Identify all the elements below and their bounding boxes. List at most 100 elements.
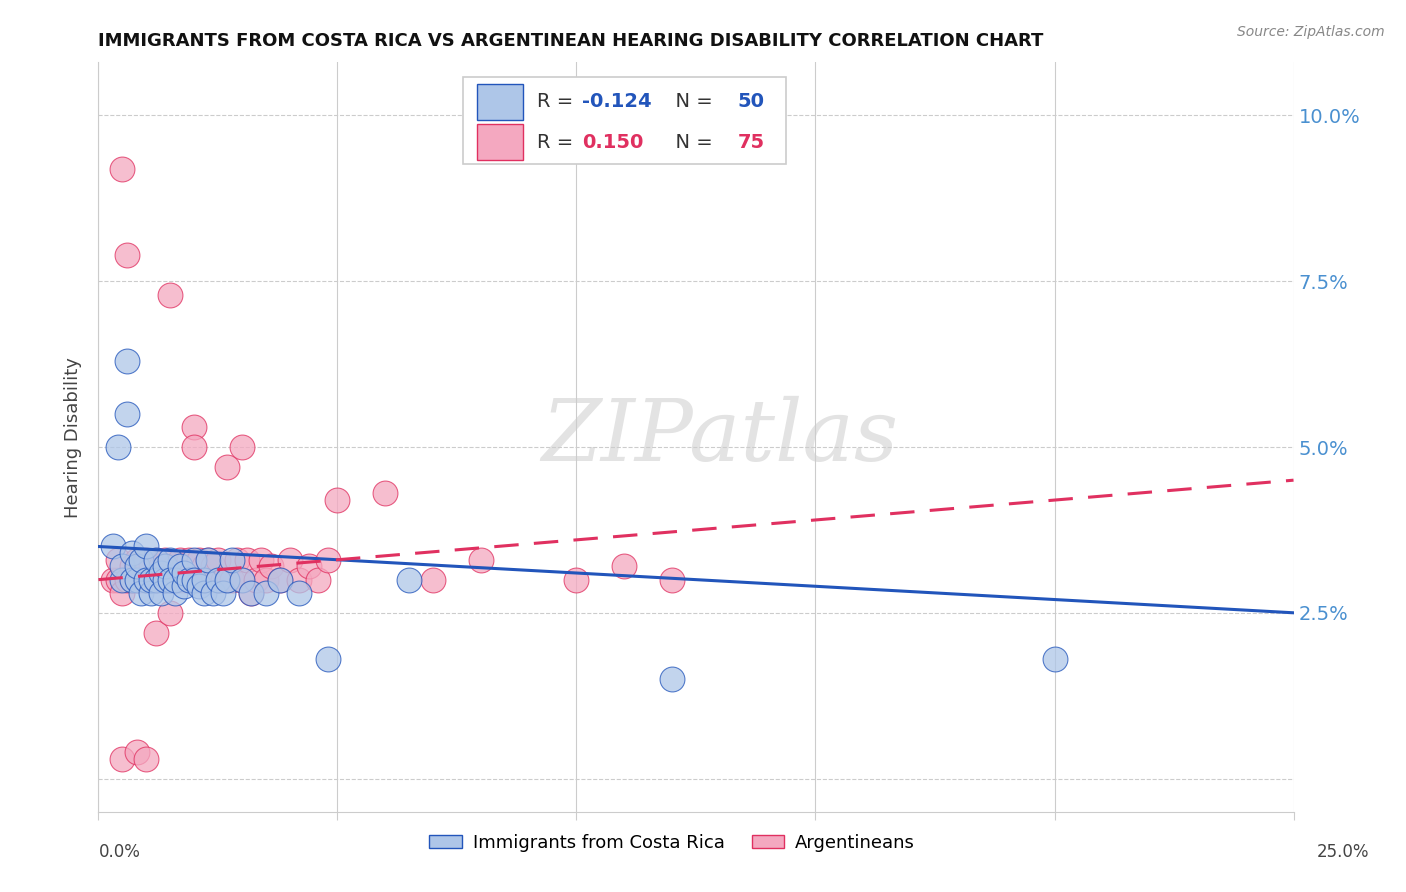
- Legend: Immigrants from Costa Rica, Argentineans: Immigrants from Costa Rica, Argentineans: [422, 827, 922, 859]
- Point: [125, 573, 148, 587]
- Text: N =: N =: [662, 92, 718, 111]
- FancyBboxPatch shape: [477, 124, 523, 160]
- Point: [316, 553, 339, 567]
- Point: [145, 553, 167, 567]
- Point: [149, 573, 172, 587]
- Point: [159, 606, 181, 620]
- Point: [163, 586, 186, 600]
- Point: [298, 559, 321, 574]
- Point: [193, 573, 215, 587]
- Point: [139, 559, 162, 574]
- Point: [187, 579, 209, 593]
- Point: [207, 553, 229, 567]
- Point: [202, 573, 225, 587]
- Text: 0.150: 0.150: [582, 133, 644, 152]
- Point: [111, 559, 134, 574]
- Point: [307, 573, 329, 587]
- Point: [159, 573, 181, 587]
- Point: [326, 493, 349, 508]
- Point: [422, 573, 444, 587]
- Point: [288, 586, 311, 600]
- Text: 0.0%: 0.0%: [98, 843, 141, 861]
- Point: [398, 573, 420, 587]
- Point: [111, 752, 134, 766]
- Point: [159, 287, 181, 301]
- Point: [197, 553, 219, 567]
- Point: [135, 553, 157, 567]
- Point: [470, 553, 492, 567]
- Point: [1043, 652, 1066, 666]
- Point: [169, 573, 191, 587]
- Point: [111, 573, 134, 587]
- Point: [115, 248, 138, 262]
- Point: [288, 573, 311, 587]
- Point: [155, 553, 177, 567]
- Point: [163, 573, 186, 587]
- Point: [121, 573, 143, 587]
- Point: [111, 161, 134, 176]
- Point: [135, 752, 157, 766]
- FancyBboxPatch shape: [477, 84, 523, 120]
- Point: [101, 573, 124, 587]
- Point: [259, 559, 281, 574]
- Text: N =: N =: [662, 133, 718, 152]
- Point: [131, 559, 153, 574]
- Point: [163, 573, 186, 587]
- Point: [269, 573, 291, 587]
- Point: [145, 573, 167, 587]
- Point: [269, 573, 291, 587]
- Text: -0.124: -0.124: [582, 92, 652, 111]
- Point: [121, 559, 143, 574]
- Point: [207, 573, 229, 587]
- Point: [155, 559, 177, 574]
- Point: [135, 573, 157, 587]
- Point: [231, 573, 253, 587]
- Point: [145, 573, 167, 587]
- Text: R =: R =: [537, 92, 579, 111]
- Point: [187, 553, 209, 567]
- Point: [250, 553, 273, 567]
- Point: [183, 420, 205, 434]
- Point: [211, 573, 233, 587]
- Point: [217, 459, 239, 474]
- Point: [107, 553, 129, 567]
- Point: [135, 573, 157, 587]
- Point: [149, 586, 172, 600]
- Point: [169, 559, 191, 574]
- Point: [240, 586, 263, 600]
- Point: [661, 672, 683, 686]
- Point: [374, 486, 396, 500]
- Point: [125, 553, 148, 567]
- Point: [235, 553, 257, 567]
- Point: [231, 573, 253, 587]
- Point: [145, 625, 167, 640]
- Point: [217, 573, 239, 587]
- Point: [278, 553, 301, 567]
- Point: [202, 559, 225, 574]
- Y-axis label: Hearing Disability: Hearing Disability: [65, 357, 83, 517]
- Text: 25.0%: 25.0%: [1316, 843, 1369, 861]
- Point: [226, 553, 249, 567]
- Point: [240, 586, 263, 600]
- Point: [121, 573, 143, 587]
- Text: IMMIGRANTS FROM COSTA RICA VS ARGENTINEAN HEARING DISABILITY CORRELATION CHART: IMMIGRANTS FROM COSTA RICA VS ARGENTINEA…: [98, 32, 1043, 50]
- Point: [565, 573, 588, 587]
- Point: [131, 553, 153, 567]
- Point: [107, 440, 129, 454]
- Point: [187, 573, 209, 587]
- Point: [139, 573, 162, 587]
- Point: [155, 573, 177, 587]
- Point: [131, 573, 153, 587]
- Point: [159, 553, 181, 567]
- Point: [163, 559, 186, 574]
- Text: 50: 50: [738, 92, 765, 111]
- Point: [173, 559, 195, 574]
- Point: [221, 573, 243, 587]
- Point: [231, 440, 253, 454]
- Point: [111, 586, 134, 600]
- Point: [661, 573, 683, 587]
- Point: [316, 652, 339, 666]
- Point: [159, 573, 181, 587]
- Point: [115, 354, 138, 368]
- Point: [197, 573, 219, 587]
